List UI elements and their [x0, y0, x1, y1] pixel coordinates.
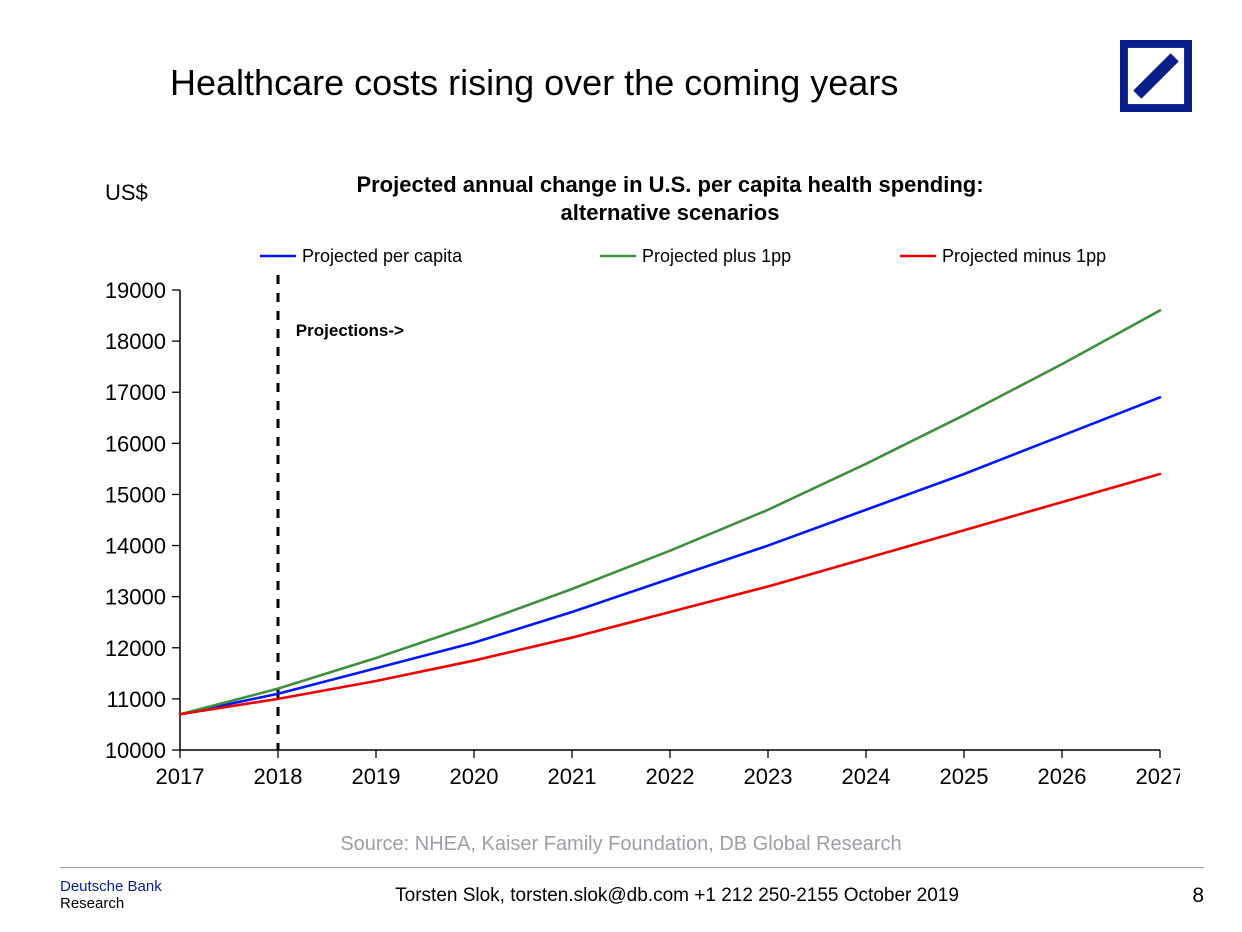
x-tick-label: 2025	[940, 764, 989, 789]
x-tick-label: 2022	[646, 764, 695, 789]
y-tick-label: 17000	[105, 380, 166, 405]
footer-brand: Deutsche Bank Research	[60, 879, 162, 912]
legend-label: Projected plus 1pp	[642, 246, 791, 266]
footer-brand-line2: Research	[60, 896, 162, 913]
footer: Deutsche Bank Research Torsten Slok, tor…	[60, 879, 1204, 912]
legend-label: Projected minus 1pp	[942, 246, 1106, 266]
y-tick-label: 10000	[105, 738, 166, 763]
x-tick-label: 2020	[450, 764, 499, 789]
y-tick-label: 13000	[105, 585, 166, 610]
y-axis-label: US$	[105, 180, 148, 205]
y-tick-label: 15000	[105, 482, 166, 507]
deutsche-bank-logo-icon	[1120, 40, 1192, 112]
y-tick-label: 12000	[105, 636, 166, 661]
x-tick-label: 2024	[842, 764, 891, 789]
x-tick-label: 2017	[156, 764, 205, 789]
footer-divider	[60, 867, 1204, 868]
x-tick-label: 2026	[1038, 764, 1087, 789]
footer-brand-line1: Deutsche Bank	[60, 879, 162, 896]
projections-annotation: Projections->	[296, 321, 404, 340]
series-line	[180, 474, 1160, 714]
y-tick-label: 14000	[105, 534, 166, 559]
y-tick-label: 11000	[106, 687, 166, 712]
y-tick-label: 18000	[105, 329, 166, 354]
x-tick-label: 2019	[352, 764, 401, 789]
source-caption: Source: NHEA, Kaiser Family Foundation, …	[0, 833, 1242, 856]
y-tick-label: 19000	[105, 278, 166, 303]
page-title: Healthcare costs rising over the coming …	[170, 62, 898, 104]
footer-contact: Torsten Slok, torsten.slok@db.com +1 212…	[162, 885, 1193, 907]
series-line	[180, 397, 1160, 714]
slide: Healthcare costs rising over the coming …	[0, 0, 1242, 932]
spending-chart: US$ Projected annual change in U.S. per c…	[70, 160, 1180, 810]
x-tick-label: 2018	[254, 764, 303, 789]
x-tick-label: 2021	[548, 764, 597, 789]
legend-label: Projected per capita	[302, 246, 463, 266]
page-number: 8	[1192, 884, 1204, 908]
x-tick-label: 2023	[744, 764, 793, 789]
y-tick-label: 16000	[105, 431, 166, 456]
series-line	[180, 310, 1160, 714]
chart-title: alternative scenarios	[561, 200, 780, 225]
chart-title: Projected annual change in U.S. per capi…	[356, 172, 983, 197]
x-tick-label: 2027	[1136, 764, 1180, 789]
